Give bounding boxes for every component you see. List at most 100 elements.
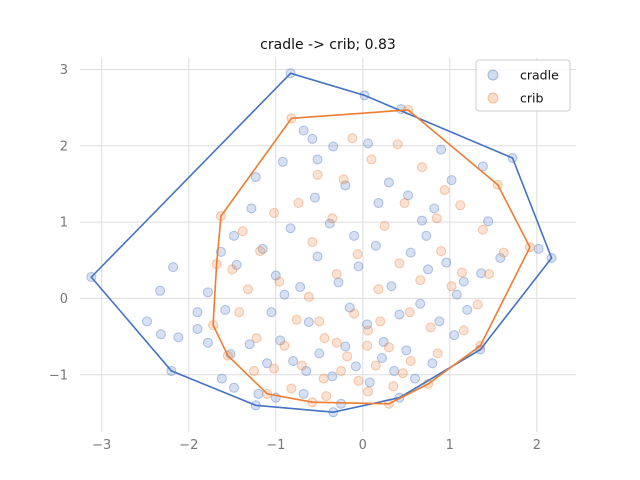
point-crib [279,340,290,351]
point-crib [349,308,360,319]
point-cradle [277,156,288,167]
point-crib [373,284,384,295]
point-crib [394,258,405,269]
point-crib [269,363,280,374]
point-crib [399,198,410,209]
point-cradle [298,388,309,399]
legend-marker-crib [487,92,499,104]
hull-crib [212,109,531,405]
point-cradle [429,203,440,214]
tick-labels: −3 −2 −1 0 1 2 −1 0 1 2 3 [49,63,541,453]
point-cradle [216,373,227,384]
point-cradle [476,268,487,279]
point-cradle [336,398,347,409]
point-cradle [307,133,318,144]
y-tick-label: 1 [60,216,68,231]
point-crib [366,154,377,165]
point-crib [379,220,390,231]
point-cradle [415,298,426,309]
point-cradle [340,341,351,352]
point-crib [477,224,488,235]
point-cradle [378,336,389,347]
point-crib [312,169,323,180]
point-cradle [327,371,338,382]
point-crib [397,368,408,379]
point-cradle [389,365,400,376]
point-crib [431,213,442,224]
point-cradle [288,356,299,367]
y-tick-label: 3 [60,63,68,78]
chart-title: cradle -> crib; 0.83 [260,37,396,53]
point-crib [472,299,483,310]
point-crib [347,133,358,144]
point-crib [455,200,466,211]
point-crib [416,162,427,173]
point-crib [457,267,468,278]
point-crib [375,316,386,327]
point-cradle [192,307,203,318]
point-cradle [229,230,240,241]
point-cradle [231,259,242,270]
point-cradle [477,161,488,172]
point-cradle [340,180,351,191]
point-cradle [155,329,166,340]
point-cradle [364,377,375,388]
hull-layer [90,72,553,414]
point-crib [483,269,494,280]
point-cradle [446,175,457,186]
point-cradle [386,281,397,292]
point-crib [439,185,450,196]
grid-lines [80,58,576,432]
x-tick-label: −3 [92,438,111,453]
point-crib [331,269,342,280]
point-cradle [405,247,416,258]
point-crib [458,325,469,336]
point-cradle [298,125,309,136]
point-cradle [309,192,320,203]
point-cradle [533,243,544,254]
point-crib [336,365,347,376]
point-cradle [229,382,240,393]
legend-label-crib: crib [520,91,543,106]
point-crib [249,365,260,376]
point-crib [383,342,394,353]
point-cradle [155,285,166,296]
point-cradle [362,319,373,330]
point-cradle [262,358,273,369]
point-crib [227,264,238,275]
point-crib [353,375,364,386]
point-crib [237,226,248,237]
point-crib [363,325,374,336]
point-crib [321,391,332,402]
point-cradle [353,261,364,272]
point-crib [338,174,349,185]
point-crib [269,207,280,218]
point-cradle [376,352,387,363]
x-tick-label: −1 [266,438,285,453]
point-cradle [279,289,290,300]
point-crib [498,247,509,258]
point-cradle [427,358,438,369]
point-cradle [434,316,445,327]
point-cradle [285,223,296,234]
point-cradle [303,317,314,328]
point-crib [405,356,416,367]
point-cradle [401,345,412,356]
point-cradle [312,251,323,262]
point-cradle [173,332,184,343]
point-cradle [349,230,360,241]
point-crib [425,322,436,333]
point-crib [432,348,443,359]
point-cradle [458,276,469,287]
point-cradle [436,144,447,155]
point-crib [255,246,266,257]
point-crib [436,246,447,257]
point-crib [251,333,262,344]
point-cradle [301,365,312,376]
x-tick-label: 0 [359,438,367,453]
x-tick-label: −2 [179,438,198,453]
point-cradle [142,316,153,327]
x-tick-label: 2 [533,438,541,453]
point-crib [318,373,329,384]
